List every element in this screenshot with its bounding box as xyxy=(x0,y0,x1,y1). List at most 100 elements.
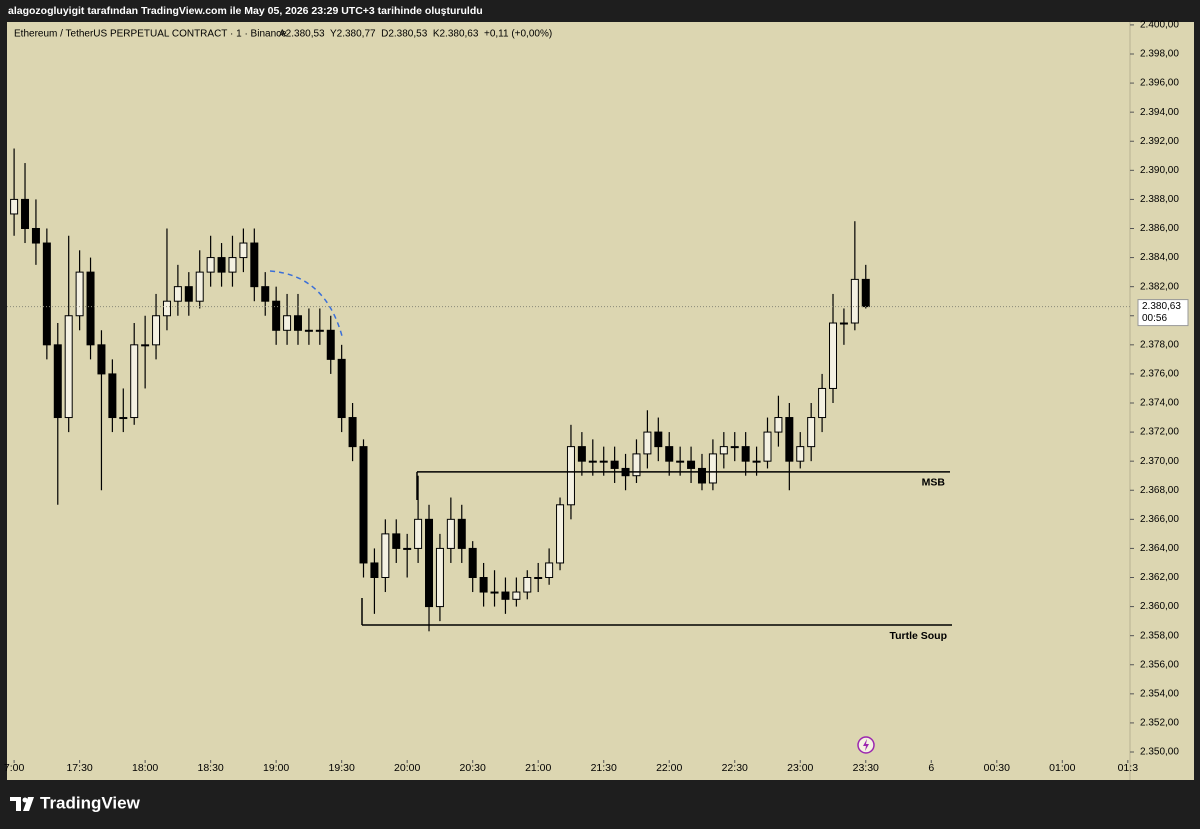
candle-body xyxy=(588,460,597,463)
candle-body xyxy=(818,387,827,419)
candle-body xyxy=(556,504,565,564)
y-tick-label: 2.350,00 xyxy=(1140,747,1179,758)
candle-body xyxy=(348,417,357,448)
candle-body xyxy=(337,358,346,419)
candle-body xyxy=(774,417,783,433)
x-tick-label: 19:30 xyxy=(329,762,355,774)
candle-body xyxy=(796,446,805,462)
x-tick-label: 22:30 xyxy=(722,762,748,774)
x-tick-label: 01:00 xyxy=(1049,762,1075,774)
x-tick-label: 21:00 xyxy=(525,762,551,774)
countdown-label: 00:56 xyxy=(1142,313,1167,324)
candle-body xyxy=(643,431,652,455)
y-tick-label: 2.370,00 xyxy=(1140,456,1179,467)
candle-body xyxy=(250,242,259,288)
candle-body xyxy=(479,576,488,593)
candle-body xyxy=(545,562,554,578)
candle-body xyxy=(676,460,685,463)
brand-name: TradingView xyxy=(40,793,141,812)
x-tick-label: 6 xyxy=(928,762,934,774)
candle-body xyxy=(141,344,150,347)
x-tick-label: 17:30 xyxy=(66,762,92,774)
candle-body xyxy=(512,591,521,600)
candle-body xyxy=(446,518,455,549)
candle-body xyxy=(381,533,390,578)
y-tick-label: 2.356,00 xyxy=(1140,659,1179,670)
candle-body xyxy=(370,562,379,578)
y-tick-label: 2.386,00 xyxy=(1140,223,1179,234)
candle-body xyxy=(763,431,772,462)
candle-body xyxy=(785,417,794,462)
candle-body xyxy=(719,446,728,455)
x-tick-label: 18:30 xyxy=(197,762,223,774)
candle-body xyxy=(53,344,62,419)
candle-body xyxy=(523,576,532,593)
candle-body xyxy=(665,446,674,462)
y-tick-label: 2.388,00 xyxy=(1140,194,1179,205)
candle-body xyxy=(850,278,859,324)
candle-body xyxy=(21,198,30,229)
level-label: Turtle Soup xyxy=(889,630,947,642)
candle-body xyxy=(272,300,281,331)
y-tick-label: 2.398,00 xyxy=(1140,49,1179,60)
candle-body xyxy=(173,286,182,302)
ohlc-legend: A2.380,53 Y2.380,77 D2.380,53 K2.380,63 … xyxy=(279,29,552,40)
candle-body xyxy=(315,329,324,332)
y-tick-label: 2.374,00 xyxy=(1140,398,1179,409)
candle-body xyxy=(730,446,739,449)
y-tick-label: 2.400,00 xyxy=(1140,20,1179,31)
candle-body xyxy=(632,453,641,477)
candle-body xyxy=(304,329,313,332)
candle-body xyxy=(31,227,40,244)
event-bolt xyxy=(863,739,869,751)
x-tick-label: 18:00 xyxy=(132,762,158,774)
candle-body xyxy=(566,446,575,506)
x-tick-label: 22:00 xyxy=(656,762,682,774)
candle-body xyxy=(534,576,543,579)
candle-body xyxy=(654,431,663,448)
x-tick-label: 20:00 xyxy=(394,762,420,774)
candle-body xyxy=(217,257,226,273)
candle-body xyxy=(839,322,848,325)
candle-body xyxy=(75,271,84,317)
logo-dot xyxy=(22,797,28,803)
candle-body xyxy=(403,547,412,550)
candle-body xyxy=(501,591,510,600)
candle-body xyxy=(435,547,444,608)
x-tick-label: 23:00 xyxy=(787,762,813,774)
y-tick-label: 2.366,00 xyxy=(1140,514,1179,525)
y-tick-label: 2.354,00 xyxy=(1140,688,1179,699)
brand-logo xyxy=(10,797,34,811)
x-tick-label: 20:30 xyxy=(460,762,486,774)
candle-body xyxy=(206,257,215,273)
candle-body xyxy=(108,373,117,419)
level-label: MSB xyxy=(922,477,946,489)
candle-body xyxy=(697,467,706,484)
y-tick-label: 2.382,00 xyxy=(1140,281,1179,292)
candle-body xyxy=(687,460,696,469)
candle-body xyxy=(807,417,816,448)
candle-body xyxy=(293,315,302,331)
candle-body xyxy=(97,344,106,375)
y-tick-label: 2.392,00 xyxy=(1140,136,1179,147)
candle-body xyxy=(162,300,171,317)
y-tick-label: 2.378,00 xyxy=(1140,339,1179,350)
x-tick-label: 19:00 xyxy=(263,762,289,774)
y-tick-label: 2.352,00 xyxy=(1140,718,1179,729)
candle-body xyxy=(42,242,51,346)
candle-body xyxy=(599,460,608,463)
last-price-box xyxy=(1137,299,1189,327)
candle-body xyxy=(152,315,161,346)
y-tick-label: 2.396,00 xyxy=(1140,78,1179,89)
candle-body xyxy=(392,533,401,549)
y-tick-label: 2.390,00 xyxy=(1140,165,1179,176)
candle-body xyxy=(861,278,870,308)
y-tick-label: 2.362,00 xyxy=(1140,572,1179,583)
candle-body xyxy=(64,315,73,419)
chart-panel xyxy=(7,22,1194,780)
candle-body xyxy=(468,547,477,578)
candle-body xyxy=(752,460,761,463)
candle-body xyxy=(490,591,499,594)
candle-body xyxy=(359,446,368,564)
candle-body xyxy=(577,446,586,462)
